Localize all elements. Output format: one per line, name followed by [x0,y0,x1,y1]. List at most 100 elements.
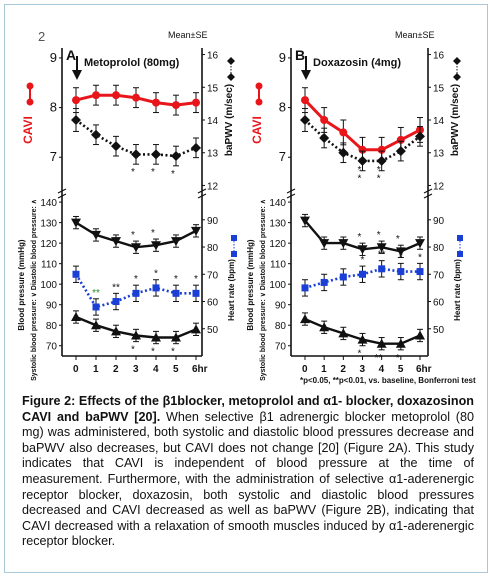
top-cavi-B-point-3 [358,145,367,154]
bot-hr-B-sig-5: * [399,252,403,263]
x-tick-label-B-1: 1 [321,364,327,375]
bot-left-B-tick-label-3: 100 [269,280,286,291]
axis-break-left-B [286,188,296,199]
caption-body: When selective β1 adrenergic blocker met… [22,409,474,549]
bot-dbp-B-point-3 [357,334,368,344]
bot-right-A-tick-label-4: 90 [207,216,219,227]
bot-right-B-tick-label-0: 50 [433,325,445,336]
bot-hr-A-point-1 [92,303,100,311]
x-tick-label-A-1: 1 [93,364,99,375]
top-bapwv-A-sig-4: * [151,167,155,178]
top-cavi-B-point-5 [396,135,405,144]
x-tick-label-B-2: 2 [340,364,346,375]
bot-left-A-tick-label-3: 100 [40,280,57,291]
top-right-A-tick-label-2: 14 [207,116,219,127]
y-label-bapwv-A: baPWV (m/sec) [224,84,235,156]
bot-left-A-tick-label-7: 140 [40,198,57,209]
bot-dbp-B-point-6 [415,330,425,340]
hr-legend-sq1-B [457,235,463,241]
axis-break-left-A [57,188,67,199]
bot-sbp-B-point-5 [395,247,406,257]
bot-sbp-B-point-6 [415,239,425,249]
bot-sbp-B-point-1 [319,239,330,249]
bot-left-A-tick-label-2: 90 [46,301,58,312]
y-label-cavi-A: CAVI [21,116,35,144]
top-right-B-tick-label-3: 15 [433,83,445,94]
hr-legend-sq2-A [231,251,237,257]
y-label-bp-A: Blood pressure (mmHg) [17,239,26,330]
top-bapwv-A-point-5 [171,151,181,161]
top-cavi-A-point-1 [92,91,100,100]
top-right-B-tick-label-1: 13 [433,149,445,160]
bot-hr-A-point-4 [152,284,160,292]
bot-hr-A-point-2 [112,298,120,306]
x-tick-label-A-4: 4 [153,364,159,375]
bot-left-B-tick-label-2: 90 [275,301,287,312]
bot-sbp-A-sig-4: * [151,228,155,239]
x-tick-label-B-4: 4 [379,364,385,375]
bot-hr-A-sig-2: ** [112,282,120,293]
y-label-hr-B: Heart rate (bpm) [453,259,462,321]
top-cavi-B-point-1 [320,116,329,124]
bot-hr-A-point-0 [72,270,80,278]
top-bapwv-A-sig-3: * [131,167,135,178]
top-right-A-tick-label-1: 13 [207,149,219,160]
bot-dbp-A-sig-4: * [151,347,155,358]
bot-hr-B-sig-6: * [418,252,422,263]
bot-dbp-B-point-5 [395,338,406,348]
bot-sbp-A-point-4 [151,241,161,251]
x-tick-label-B-3: 3 [360,364,366,375]
bot-hr-B-sig-3: * [361,255,365,266]
chart-svg: 2 Mean±SE Mean±SE *p<0.05, **p<0.01, vs. ba… [17,29,476,385]
bot-left-A-tick-label-1: 80 [46,321,58,332]
drug-label-A: Metoprolol (80mg) [84,57,180,69]
bot-left-A-tick-label-0: 70 [46,342,58,353]
bot-sbp-B-sig-5: * [396,234,400,245]
bot-dbp-A-point-6 [191,324,201,334]
cavi-legend-dot1-A [26,82,34,90]
bot-right-A-tick-label-1: 60 [207,298,219,309]
y-label-bapwv-B: baPWV (m/sec) [450,84,461,156]
bot-dbp-A-point-2 [111,326,121,336]
bot-dbp-A-point-4 [151,332,161,342]
y-label-cavi-B: CAVI [250,116,264,144]
top-left-A-tick-label-2: 9 [50,50,57,65]
bapwv-legend-d1-B [453,57,461,65]
top-cavi-B-point-0 [301,96,309,105]
top-bapwv-B-point-4 [376,155,387,166]
top-bapwv-A-point-4 [151,149,161,160]
bot-sbp-B-point-2 [338,239,349,249]
axis-break-right-B [423,188,433,199]
bot-left-A-tick-label-6: 130 [40,219,57,230]
top-cavi-A-point-3 [132,93,140,102]
bot-hr-B-point-4 [378,265,386,273]
bot-dbp-B-point-1 [319,322,330,332]
bot-right-A-tick-label-0: 50 [207,325,219,336]
top-bapwv-A-point-3 [131,149,141,160]
bot-left-B-tick-label-1: 80 [275,321,287,332]
bot-dbp-A-point-5 [171,332,181,342]
figure-number: 2 [38,29,45,44]
top-right-A-tick-label-0: 12 [207,181,219,192]
bot-dbp-B-sig-4: ** [375,353,383,364]
top-cavi-A-point-5 [172,101,180,110]
bot-hr-A-sig-4: * [154,269,158,280]
hr-legend-sq1-A [231,235,237,241]
bapwv-legend-d2-B [453,73,461,81]
bot-hr-B-point-6 [416,268,424,276]
bot-dbp-A-point-0 [71,312,81,322]
top-cavi-A-point-4 [152,98,160,107]
bot-dbp-B-point-0 [300,314,310,324]
caption-title: Figure 2: Effects of the β1blocker, meto… [22,394,474,424]
mean-se-label-b: Mean±SE [395,30,434,40]
bot-hr-A-point-3 [132,289,140,297]
bot-right-B-tick-label-3: 80 [433,243,445,254]
bot-hr-A-sig-6: * [194,274,198,285]
bot-dbp-A-point-3 [131,330,141,340]
top-right-B-tick-label-0: 12 [433,181,445,192]
bapwv-legend-d2-A [227,73,235,81]
top-bapwv-B-sig-3: * [358,174,362,185]
bot-right-B-tick-label-1: 60 [433,298,445,309]
bot-left-A-tick-label-4: 110 [41,260,57,271]
